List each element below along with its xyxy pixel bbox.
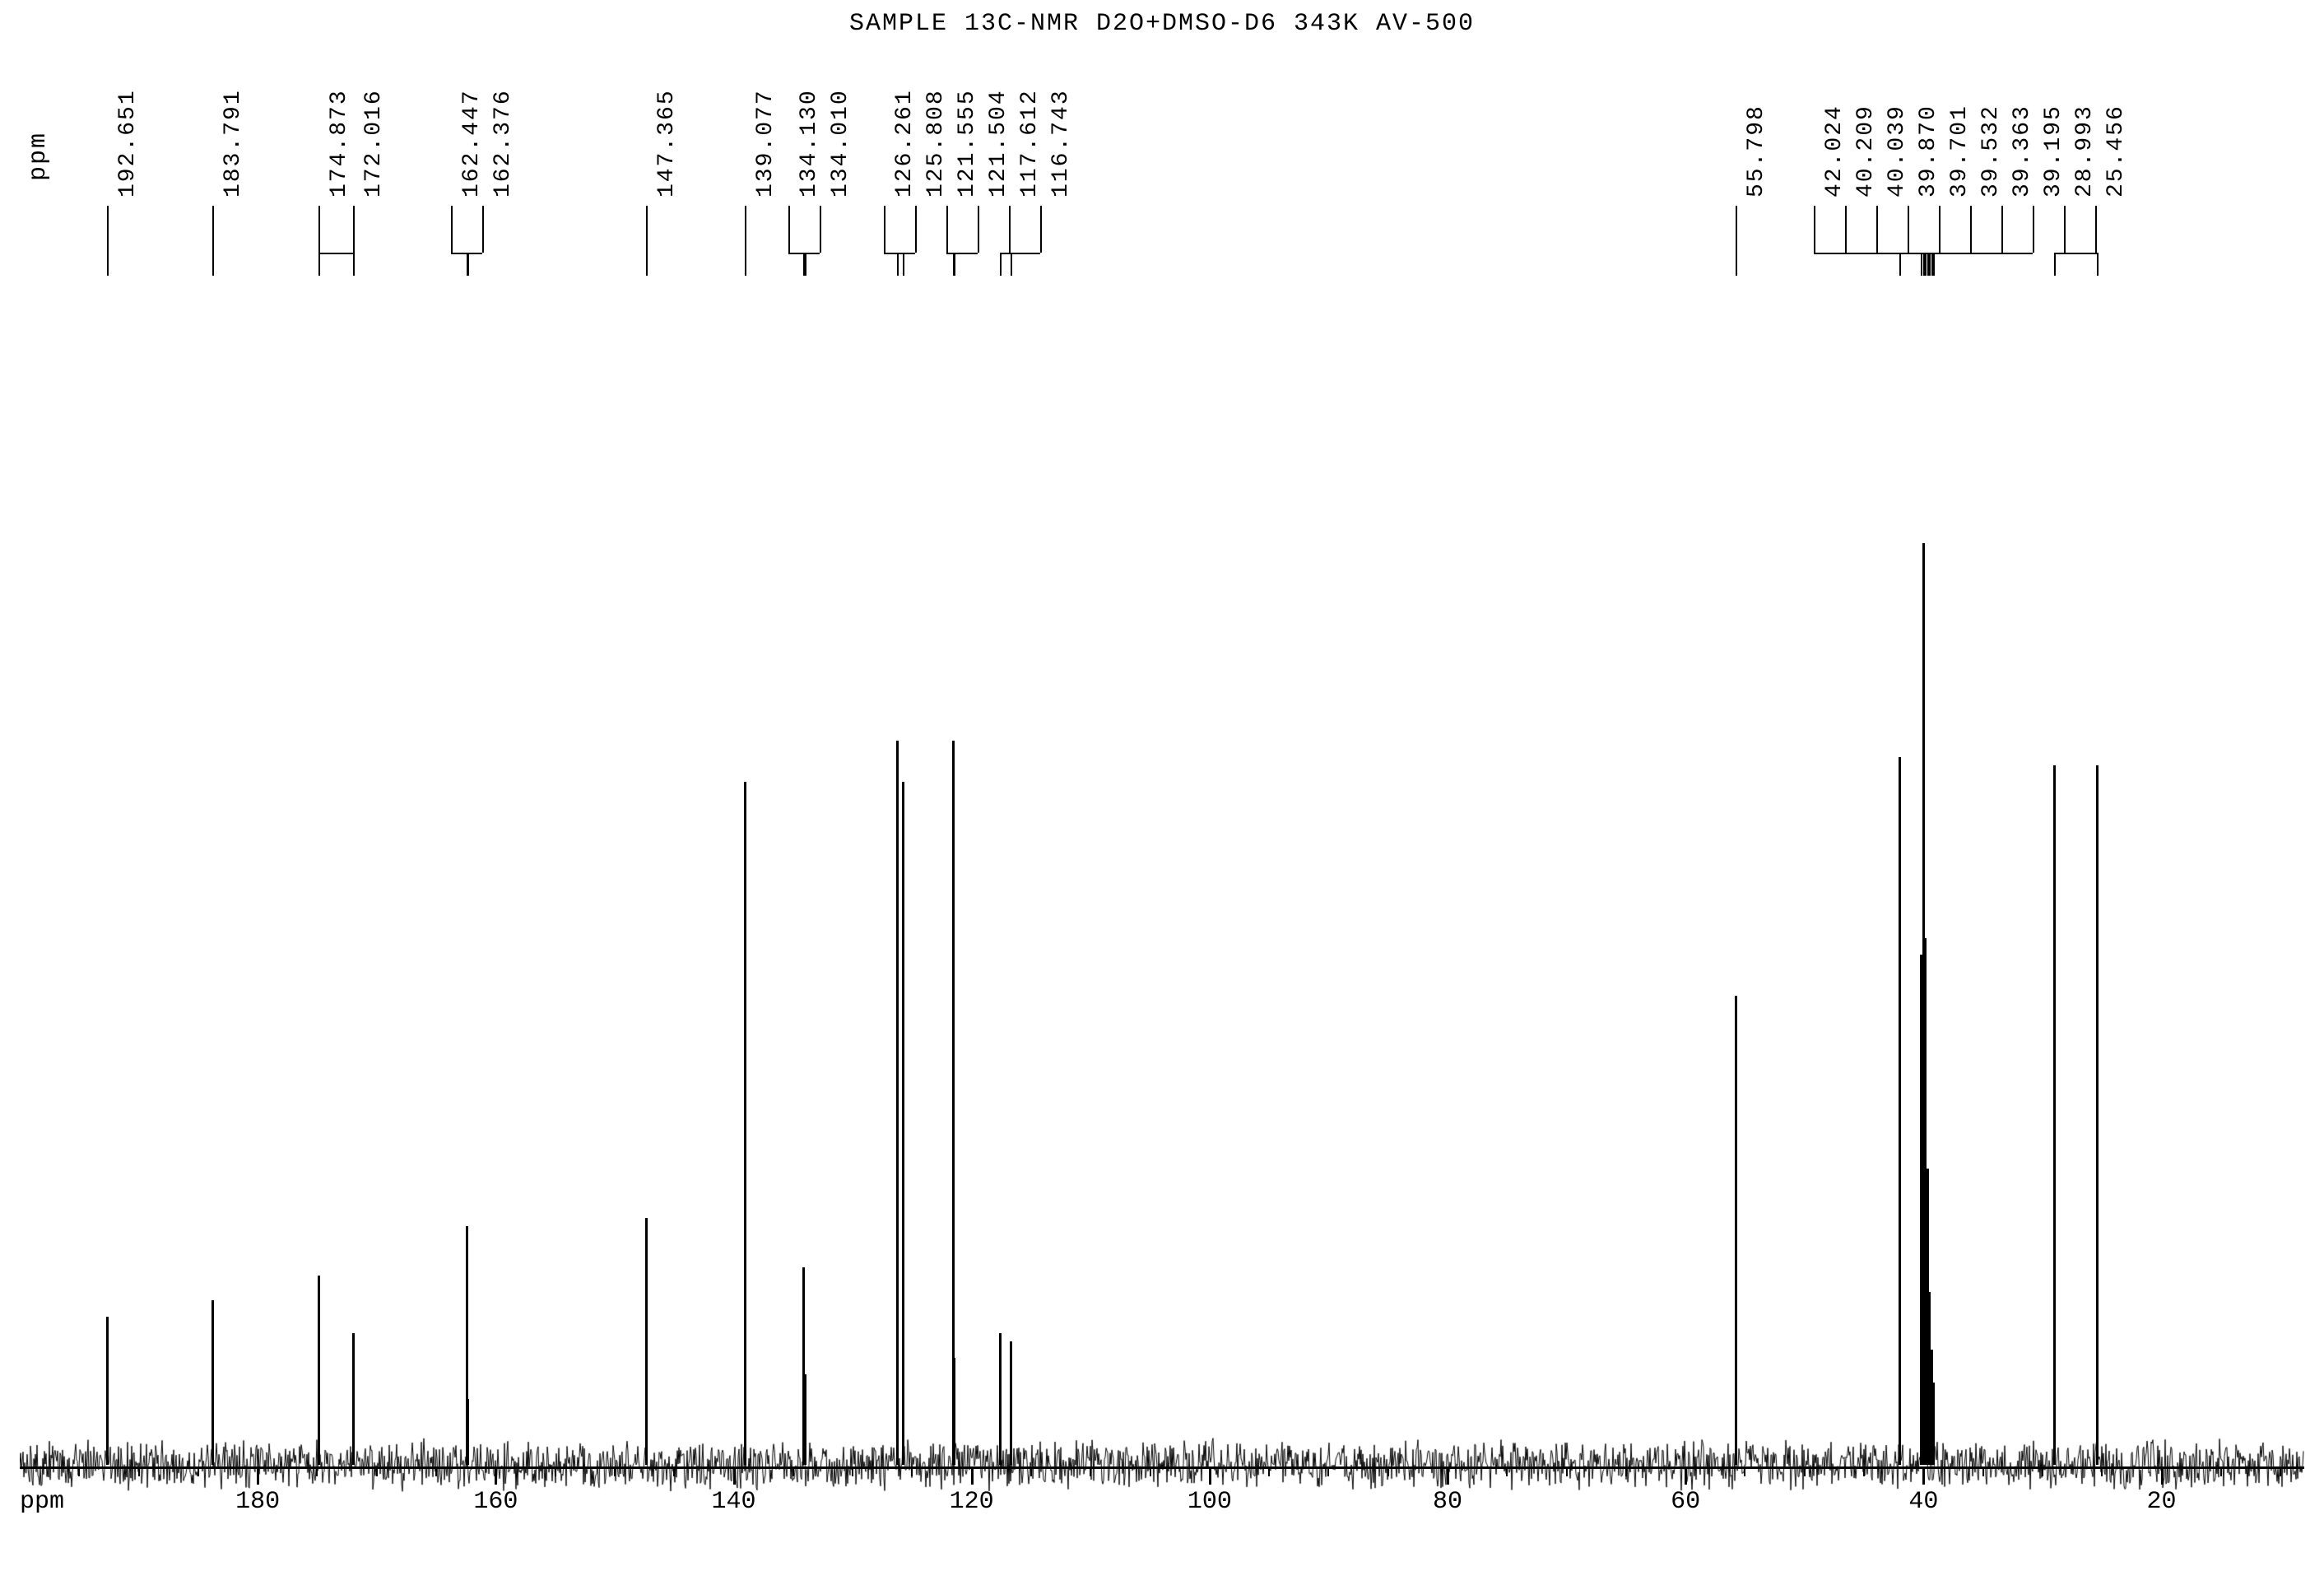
xaxis-unit-label: ppm — [20, 1488, 64, 1516]
xaxis-tick-label: 100 — [1188, 1488, 1232, 1516]
xaxis-tick-label: 140 — [711, 1488, 755, 1516]
xaxis-tick-label: 40 — [1908, 1488, 1938, 1516]
xaxis-tick-label: 160 — [473, 1488, 518, 1516]
xaxis-tick-label: 120 — [950, 1488, 994, 1516]
xaxis-tick-label: 60 — [1671, 1488, 1700, 1516]
xaxis-tick-label: 80 — [1433, 1488, 1462, 1516]
xaxis-tick-label: 20 — [2146, 1488, 2176, 1516]
xaxis-tick-label: 180 — [235, 1488, 280, 1516]
chart-title: SAMPLE 13C-NMR D2O+DMSO-D6 343K AV-500 — [0, 10, 2324, 38]
x-axis: 180 160 140 120 100 80 60 40 20 — [20, 82, 2304, 1514]
spectrum-plot: 192.651183.791174.873172.016162.447162.3… — [20, 82, 2304, 1514]
